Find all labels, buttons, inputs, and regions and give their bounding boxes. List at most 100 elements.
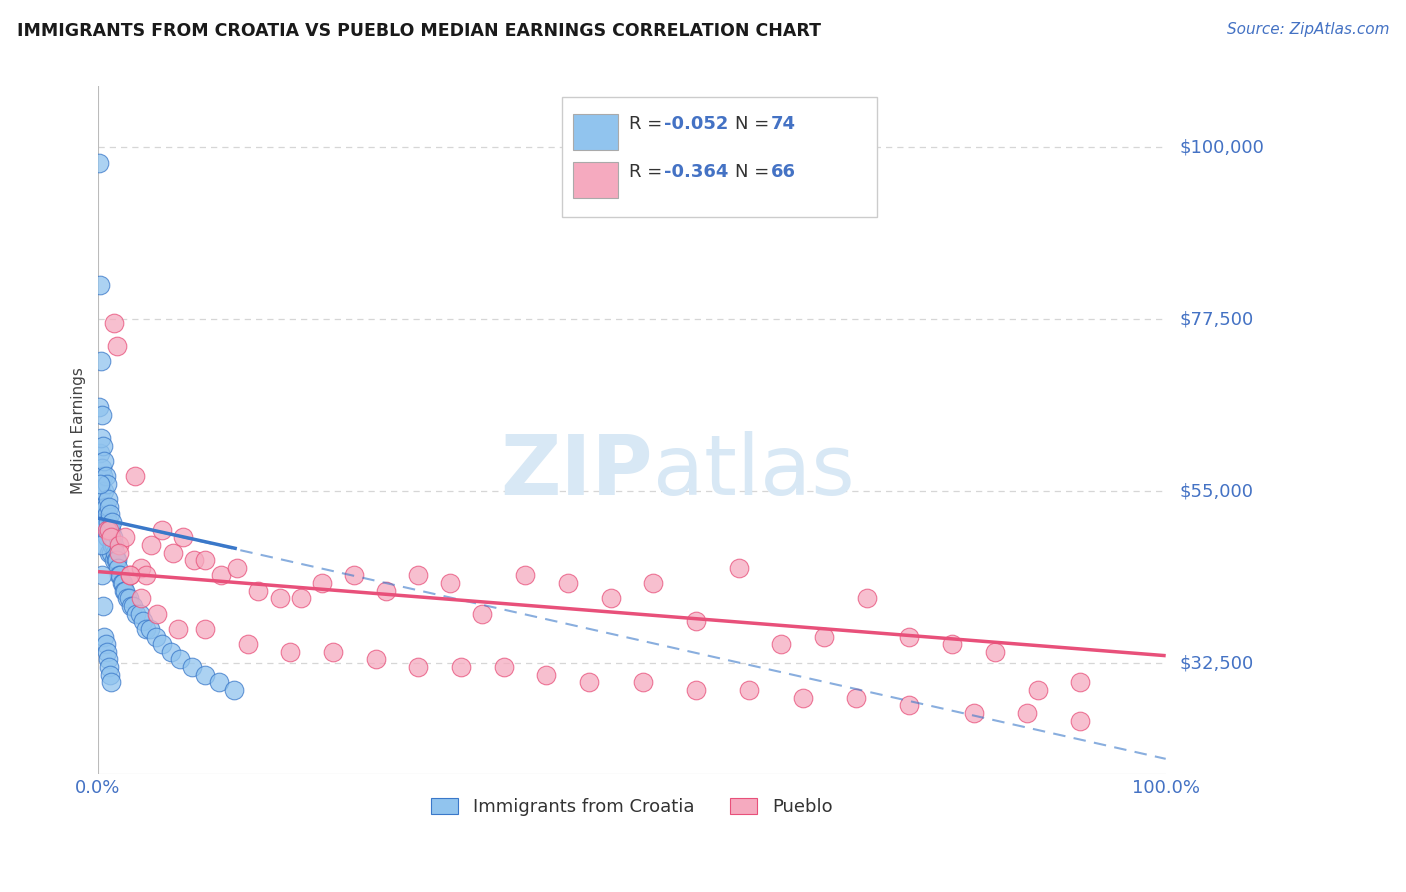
Point: [93, 630, 115, 644]
Point: [112, 583, 135, 598]
Point: [125, 607, 148, 621]
Point: [135, 622, 157, 636]
Point: [105, 553, 128, 567]
Point: [91, 568, 114, 582]
Point: [97, 545, 120, 559]
Point: [343, 568, 366, 582]
Point: [118, 591, 141, 606]
Point: [93, 438, 115, 452]
Point: [236, 637, 259, 651]
Point: [93, 454, 115, 468]
Point: [91, 408, 114, 422]
Point: [194, 622, 217, 636]
Point: [97, 515, 120, 529]
Point: [97, 652, 120, 666]
Point: [103, 538, 125, 552]
Legend: Immigrants from Croatia, Pueblo: Immigrants from Croatia, Pueblo: [425, 791, 839, 823]
Point: [93, 515, 115, 529]
Point: [183, 553, 205, 567]
Point: [450, 660, 472, 674]
Point: [93, 500, 115, 514]
Point: [90, 431, 112, 445]
Point: [97, 523, 120, 537]
Text: atlas: atlas: [654, 431, 855, 512]
Point: [322, 645, 344, 659]
Text: 66: 66: [770, 163, 796, 181]
Text: IMMIGRANTS FROM CROATIA VS PUEBLO MEDIAN EARNINGS CORRELATION CHART: IMMIGRANTS FROM CROATIA VS PUEBLO MEDIAN…: [17, 22, 821, 40]
Point: [105, 339, 128, 353]
Point: [145, 630, 167, 644]
Point: [208, 675, 231, 690]
Point: [132, 615, 155, 629]
Point: [101, 530, 124, 544]
Point: [222, 683, 245, 698]
Point: [90, 523, 112, 537]
Point: [97, 660, 120, 674]
Point: [96, 508, 118, 522]
Point: [139, 622, 162, 636]
Point: [770, 637, 793, 651]
Point: [578, 675, 600, 690]
Text: N =: N =: [735, 163, 776, 181]
Point: [124, 469, 146, 483]
Point: [685, 683, 707, 698]
Point: [100, 545, 122, 559]
Point: [96, 645, 118, 659]
Point: [87, 155, 110, 169]
Point: [128, 607, 150, 621]
Text: N =: N =: [735, 115, 776, 133]
Point: [96, 476, 118, 491]
Point: [110, 576, 132, 591]
Text: $100,000: $100,000: [1180, 138, 1264, 156]
Point: [145, 607, 167, 621]
Point: [1069, 675, 1091, 690]
Text: $32,500: $32,500: [1180, 655, 1254, 673]
Point: [122, 599, 145, 613]
Point: [97, 523, 120, 537]
Point: [375, 583, 398, 598]
Point: [290, 591, 312, 606]
Point: [97, 491, 120, 506]
Point: [898, 630, 921, 644]
Point: [104, 545, 127, 559]
Point: [439, 576, 461, 591]
Point: [181, 660, 204, 674]
Point: [1069, 714, 1091, 728]
Point: [108, 538, 131, 552]
Point: [1026, 683, 1049, 698]
Point: [813, 630, 835, 644]
Point: [311, 576, 333, 591]
Y-axis label: Median Earnings: Median Earnings: [72, 367, 86, 493]
Point: [631, 675, 654, 690]
Point: [89, 476, 111, 491]
Point: [159, 645, 181, 659]
Point: [247, 583, 270, 598]
Point: [90, 354, 112, 368]
Point: [114, 583, 136, 598]
Point: [194, 553, 217, 567]
Point: [194, 667, 217, 681]
Point: [105, 553, 128, 567]
Point: [141, 538, 163, 552]
Point: [93, 599, 115, 613]
Point: [167, 622, 190, 636]
Point: [108, 568, 131, 582]
Point: [408, 568, 430, 582]
Point: [103, 316, 125, 330]
Point: [941, 637, 963, 651]
Point: [103, 553, 125, 567]
Point: [792, 690, 814, 705]
Text: $77,500: $77,500: [1180, 310, 1254, 328]
Point: [98, 667, 121, 681]
Point: [129, 561, 152, 575]
Point: [172, 530, 194, 544]
Point: [94, 500, 117, 514]
FancyBboxPatch shape: [574, 114, 619, 150]
Point: [150, 637, 173, 651]
Text: 74: 74: [770, 115, 796, 133]
Point: [110, 568, 132, 582]
Point: [108, 545, 131, 559]
Point: [120, 568, 142, 582]
Point: [114, 530, 136, 544]
Point: [98, 508, 121, 522]
